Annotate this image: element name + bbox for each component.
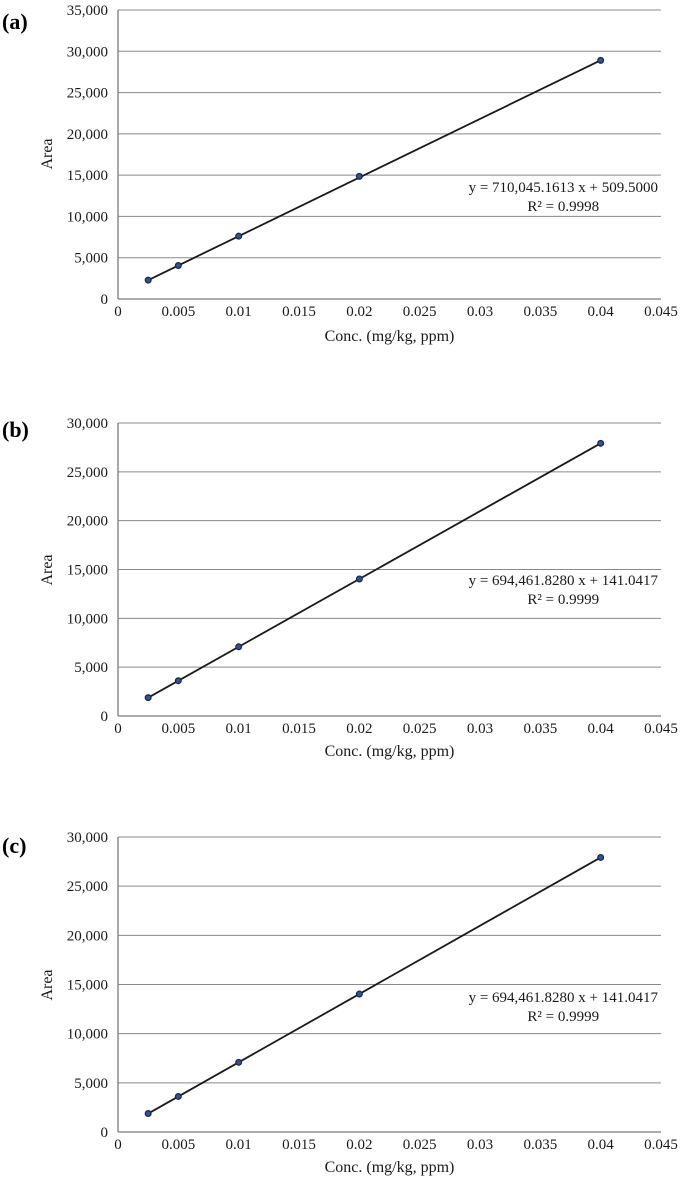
- x-tick-label: 0.015: [282, 721, 316, 737]
- panel-label-a: (a): [2, 9, 28, 34]
- data-point: [355, 990, 363, 998]
- data-point: [597, 853, 605, 861]
- x-tick-label: 0.035: [523, 721, 557, 737]
- y-tick-label: 30,000: [67, 416, 108, 432]
- x-tick-label: 0.02: [346, 1137, 372, 1153]
- r-squared-line: R² = 0.9998: [527, 199, 600, 215]
- y-tick-label: 35,000: [67, 3, 108, 19]
- equation-line: y = 710,045.1613 x + 509.5000: [468, 180, 658, 196]
- x-tick-label: 0.005: [161, 721, 195, 737]
- r-squared-line: R² = 0.9999: [527, 592, 600, 608]
- y-tick-label: 0: [101, 292, 109, 308]
- data-point: [597, 56, 605, 64]
- data-point: [235, 1058, 243, 1066]
- y-tick-label: 25,000: [67, 879, 108, 895]
- trendline: [147, 59, 602, 281]
- y-tick-label: 0: [101, 709, 109, 725]
- y-tick-label: 15,000: [67, 978, 108, 994]
- y-tick-label: 30,000: [67, 830, 108, 846]
- plot-area: 0 5,000 10,000 15,000 20,000 25,000 30,000 35,0…: [67, 3, 678, 320]
- trendline-equation: y = 710,045.1613 x + 509.5000 R² = 0.999…: [469, 179, 658, 217]
- chart-panel-c: (c) Area 0 5,000 10,000 15,000 20,000 25,000 3…: [0, 805, 685, 1186]
- y-tick-label: 20,000: [67, 928, 108, 944]
- y-tick-label: 0: [101, 1125, 109, 1141]
- x-tick-label: 0.01: [226, 304, 252, 320]
- y-tick-label: 10,000: [67, 209, 108, 225]
- y-tick-label: 5,000: [74, 251, 108, 267]
- x-tick-label: 0: [114, 721, 122, 737]
- y-tick-label: 10,000: [67, 611, 108, 627]
- x-tick-label: 0.01: [226, 721, 252, 737]
- x-tick-label: 0.025: [403, 1137, 437, 1153]
- x-tick-label: 0.03: [467, 1137, 493, 1153]
- plot-area: 0 5,000 10,000 15,000 20,000 25,000 30,000 0 0.0…: [67, 416, 678, 737]
- data-point: [144, 1110, 152, 1118]
- x-tick-label: 0.04: [588, 1137, 615, 1153]
- x-tick-label: 0.03: [467, 304, 493, 320]
- trendline: [147, 856, 602, 1115]
- x-tick-label: 0.04: [588, 304, 615, 320]
- x-tick-label: 0.035: [523, 1137, 557, 1153]
- trendline: [147, 442, 602, 699]
- r-squared-line: R² = 0.9999: [527, 1009, 600, 1025]
- y-tick-label: 15,000: [67, 168, 108, 184]
- trendline-equation: y = 694,461.8280 x + 141.0417 R² = 0.999…: [469, 989, 658, 1027]
- x-tick-label: 0.035: [523, 304, 557, 320]
- data-point: [235, 232, 243, 240]
- y-tick-label: 25,000: [67, 465, 108, 481]
- data-point: [144, 276, 152, 284]
- data-point: [235, 643, 243, 651]
- data-point: [174, 261, 182, 269]
- x-tick-label: 0.015: [282, 304, 316, 320]
- x-tick-label: 0.04: [588, 721, 615, 737]
- x-tick-label: 0.005: [161, 1137, 195, 1153]
- y-tick-label: 20,000: [67, 127, 108, 143]
- y-tick-label: 5,000: [74, 1076, 108, 1092]
- x-tick-label: 0: [114, 1137, 122, 1153]
- x-tick-label: 0.045: [644, 721, 678, 737]
- x-tick-label: 0: [114, 304, 122, 320]
- x-tick-label: 0.025: [403, 721, 437, 737]
- x-tick-label: 0.005: [161, 304, 195, 320]
- y-tick-label: 5,000: [74, 660, 108, 676]
- equation-line: y = 694,461.8280 x + 141.0417: [468, 990, 658, 1006]
- data-point: [355, 575, 363, 583]
- data-point: [174, 1092, 182, 1100]
- y-tick-label: 15,000: [67, 563, 108, 579]
- chart-panel-b: (b) Area 0 5,000 10,000 15,000 20,000 25,000 3…: [0, 395, 685, 780]
- x-tick-label: 0.045: [644, 1137, 678, 1153]
- plot-area: 0 5,000 10,000 15,000 20,000 25,000 30,000 0 0.0…: [67, 830, 678, 1153]
- y-tick-label: 25,000: [67, 86, 108, 102]
- panel-label-c: (c): [2, 833, 27, 858]
- data-point: [597, 439, 605, 447]
- equation-line: y = 694,461.8280 x + 141.0417: [468, 573, 658, 589]
- y-tick-label: 10,000: [67, 1027, 108, 1043]
- data-point: [144, 694, 152, 702]
- trendline-equation: y = 694,461.8280 x + 141.0417 R² = 0.999…: [469, 572, 658, 610]
- x-axis-title: Conc. (mg/kg, ppm): [324, 743, 455, 760]
- x-tick-label: 0.015: [282, 1137, 316, 1153]
- x-tick-label: 0.03: [467, 721, 493, 737]
- y-tick-label: 20,000: [67, 514, 108, 530]
- x-tick-label: 0.02: [346, 721, 372, 737]
- x-tick-label: 0.01: [226, 1137, 252, 1153]
- x-tick-label: 0.02: [346, 304, 372, 320]
- chart-panel-a: (a) Area 0 5,000 10,000 15,000 20,000 25,000 3…: [0, 0, 685, 365]
- y-tick-label: 30,000: [67, 44, 108, 60]
- x-tick-label: 0.045: [644, 304, 678, 320]
- panel-label-b: (b): [2, 417, 29, 442]
- data-point: [355, 172, 363, 180]
- x-axis-title: Conc. (mg/kg, ppm): [324, 1159, 455, 1176]
- data-point: [174, 677, 182, 685]
- x-axis-title: Conc. (mg/kg, ppm): [324, 328, 455, 345]
- x-tick-label: 0.025: [403, 304, 437, 320]
